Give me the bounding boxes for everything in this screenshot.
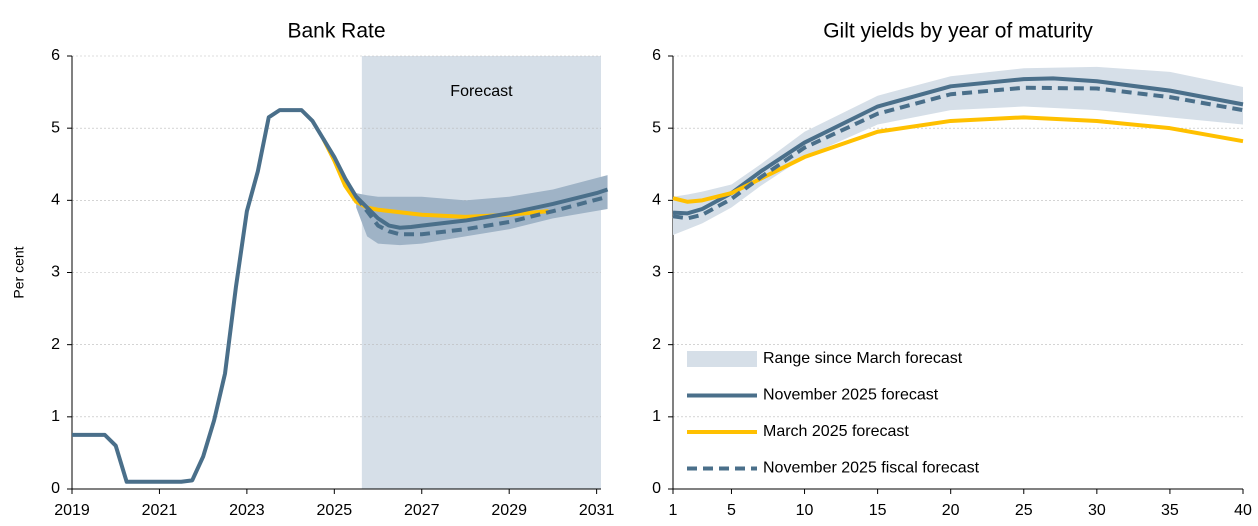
y-axis-label: Per cent [11, 246, 27, 298]
shade-label: Forecast [450, 83, 513, 100]
x-tick-label: 2019 [54, 502, 90, 519]
y-tick-label: 1 [652, 408, 661, 425]
y-tick-label: 4 [652, 192, 661, 209]
series-line [72, 108, 609, 484]
range-band [673, 66, 1243, 235]
series-line [672, 76, 1244, 216]
x-tick-label: 2029 [491, 502, 527, 519]
x-tick-label: 2025 [317, 502, 353, 519]
y-tick-label: 2 [51, 336, 60, 353]
legend-label: November 2025 forecast [763, 387, 939, 404]
legend-label: March 2025 forecast [763, 423, 909, 440]
chart-title: Gilt yields by year of maturity [823, 20, 1093, 43]
y-tick-label: 2 [652, 336, 661, 353]
x-tick-label: 25 [1015, 502, 1033, 519]
y-tick-label: 3 [51, 264, 60, 281]
x-tick-label: 1 [669, 502, 678, 519]
y-tick-label: 1 [51, 408, 60, 425]
x-tick-label: 2021 [142, 502, 178, 519]
series-line [672, 115, 1244, 204]
x-tick-label: 20 [942, 502, 960, 519]
y-tick-label: 3 [652, 264, 661, 281]
legend-label: Range since March forecast [763, 350, 963, 367]
y-tick-label: 0 [652, 480, 661, 497]
x-tick-label: 2023 [229, 502, 265, 519]
y-tick-label: 5 [652, 119, 661, 136]
chart-title: Bank Rate [287, 20, 385, 43]
y-tick-label: 6 [652, 47, 661, 64]
x-tick-label: 35 [1161, 502, 1179, 519]
y-tick-label: 5 [51, 119, 60, 136]
x-tick-label: 5 [727, 502, 736, 519]
x-tick-label: 15 [869, 502, 887, 519]
legend-swatch [687, 351, 757, 367]
series-line [672, 85, 1244, 221]
y-tick-label: 6 [51, 47, 60, 64]
series-line [354, 194, 609, 237]
x-tick-label: 2027 [404, 502, 440, 519]
y-tick-label: 0 [51, 480, 60, 497]
x-tick-label: 40 [1234, 502, 1252, 519]
x-tick-label: 2031 [579, 502, 615, 519]
x-tick-label: 30 [1088, 502, 1106, 519]
x-tick-label: 10 [796, 502, 814, 519]
legend-label: November 2025 fiscal forecast [763, 460, 980, 477]
y-tick-label: 4 [51, 192, 60, 209]
